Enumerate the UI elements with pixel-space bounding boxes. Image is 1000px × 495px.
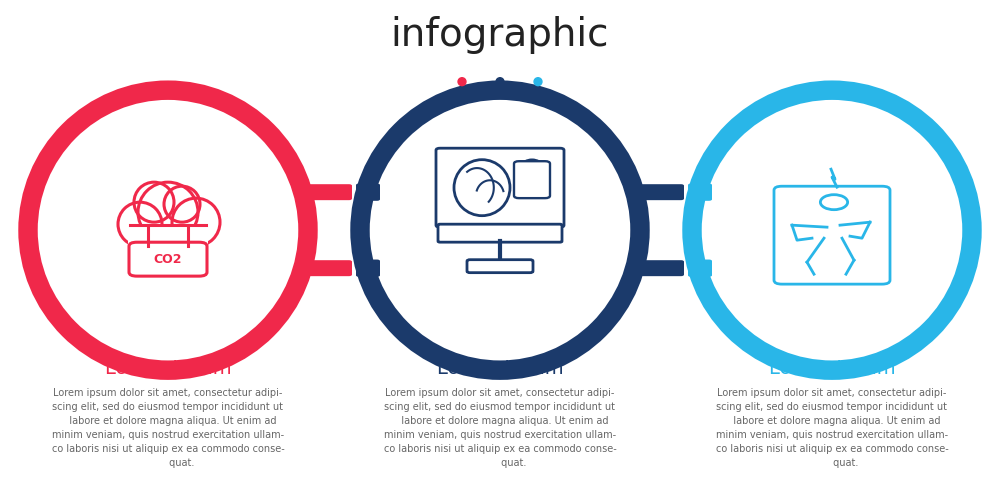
FancyBboxPatch shape [436,148,564,227]
FancyBboxPatch shape [640,184,684,200]
Ellipse shape [134,182,174,222]
FancyBboxPatch shape [129,242,207,276]
Ellipse shape [28,90,308,370]
Ellipse shape [496,78,504,86]
FancyBboxPatch shape [356,259,380,277]
Text: Lorem Ipsum: Lorem Ipsum [769,359,895,378]
Ellipse shape [172,198,220,246]
FancyBboxPatch shape [438,224,562,242]
Ellipse shape [692,90,972,370]
Text: CO2: CO2 [154,252,182,266]
Text: Lorem ipsum dolor sit amet, consectetur adipi-
scing elit, sed do eiusmod tempor: Lorem ipsum dolor sit amet, consectetur … [716,388,948,468]
FancyBboxPatch shape [308,184,352,200]
Ellipse shape [458,78,466,86]
FancyBboxPatch shape [308,260,352,276]
Text: Lorem ipsum dolor sit amet, consectetur adipi-
scing elit, sed do eiusmod tempor: Lorem ipsum dolor sit amet, consectetur … [384,388,616,468]
Text: infographic: infographic [391,16,609,53]
FancyBboxPatch shape [688,259,712,277]
Ellipse shape [164,186,200,222]
FancyBboxPatch shape [467,260,533,273]
Ellipse shape [820,195,848,210]
Bar [128,225,208,253]
Ellipse shape [454,160,510,216]
FancyBboxPatch shape [688,184,712,201]
Ellipse shape [118,202,162,246]
Text: Lorem Ipsum: Lorem Ipsum [105,359,231,378]
FancyBboxPatch shape [774,186,890,284]
Ellipse shape [138,182,198,242]
FancyBboxPatch shape [640,260,684,276]
Ellipse shape [534,78,542,86]
Text: Lorem ipsum dolor sit amet, consectetur adipi-
scing elit, sed do eiusmod tempor: Lorem ipsum dolor sit amet, consectetur … [52,388,284,468]
Ellipse shape [360,90,640,370]
Ellipse shape [522,160,542,172]
FancyBboxPatch shape [514,161,550,198]
Text: Lorem Ipsum: Lorem Ipsum [437,359,563,378]
FancyBboxPatch shape [356,184,380,201]
